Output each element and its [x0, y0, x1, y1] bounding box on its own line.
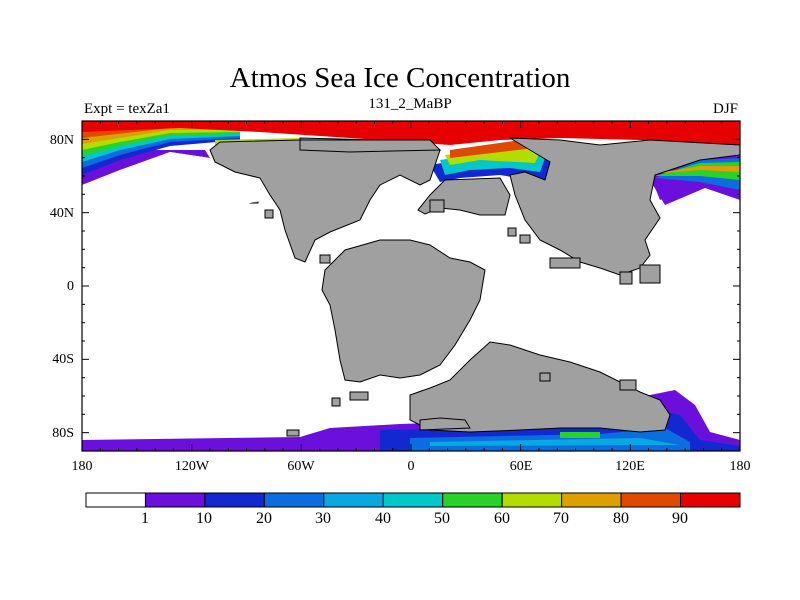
island-15	[539, 372, 551, 382]
latitude-labels: 80N 40N 0 40S 80S	[50, 133, 74, 441]
island-14	[619, 379, 637, 391]
island-10	[639, 264, 661, 284]
cb-label-10: 10	[196, 510, 212, 527]
island-13	[429, 199, 445, 213]
lat-label-40n: 40N	[50, 206, 74, 221]
plot-title: Atmos Sea Ice Concentration	[229, 62, 571, 94]
cb-label-70: 70	[553, 510, 569, 527]
lat-label-40s: 40S	[52, 352, 74, 367]
island-7	[286, 429, 300, 437]
island-3	[264, 209, 274, 219]
island-8	[549, 257, 581, 269]
cb-label-90: 90	[672, 510, 688, 527]
antarctic-peninsula	[419, 417, 471, 431]
lon-label-120w: 120W	[175, 459, 210, 474]
lon-label-60e: 60E	[510, 459, 533, 474]
lon-label-180w: 180	[72, 459, 93, 474]
north-pacific-ocean	[82, 152, 265, 210]
lon-label-120e: 120E	[615, 459, 645, 474]
cb-label-50: 50	[434, 510, 450, 527]
africa-landmass	[321, 239, 486, 383]
landmasses	[209, 137, 740, 437]
greenland-arctic-landmass	[299, 139, 442, 153]
experiment-label: Expt = texZa1	[84, 101, 170, 117]
colorbar-box	[501, 492, 563, 508]
season-label: DJF	[712, 101, 738, 117]
lon-label-180e: 180	[730, 459, 751, 474]
colorbar-box	[204, 492, 265, 508]
northern-sea-ice-east	[215, 138, 740, 205]
lat-label-80n: 80N	[50, 133, 74, 148]
colorbar-box	[263, 492, 325, 508]
cb-label-40: 40	[375, 510, 391, 527]
cb-label-80: 80	[613, 510, 629, 527]
lat-label-0: 0	[67, 279, 74, 294]
colorbar-box	[620, 492, 682, 508]
colorbar-box	[561, 492, 622, 508]
colorbar-box	[382, 492, 444, 508]
colorbar-box	[323, 492, 384, 508]
island-12	[507, 227, 517, 237]
axis-ticks	[81, 120, 741, 452]
longitude-labels: 180 120W 60W 0 60E 120E 180	[72, 459, 751, 474]
island-4	[319, 254, 331, 264]
colorbar-box	[680, 492, 741, 508]
lon-label-0: 0	[408, 459, 415, 474]
island-9	[619, 271, 633, 285]
antarctica-south-landmass	[409, 341, 671, 433]
colorbar-labels: 1 10 20 30 40 50 60 70 80 90	[141, 510, 688, 527]
cb-label-1: 1	[141, 510, 149, 527]
cb-label-30: 30	[315, 510, 331, 527]
colorbar-box	[144, 492, 206, 508]
cb-label-60: 60	[494, 510, 510, 527]
map-panel	[82, 121, 740, 451]
colorbar-box	[85, 492, 146, 508]
lon-label-60w: 60W	[287, 459, 315, 474]
arctic-ice-cap	[82, 121, 740, 150]
colorbar	[85, 492, 741, 508]
cb-label-20: 20	[256, 510, 272, 527]
island-11	[519, 234, 531, 244]
island-5	[349, 391, 369, 401]
colorbar-box	[442, 492, 503, 508]
lat-label-80s: 80S	[52, 426, 74, 441]
island-6	[331, 397, 341, 407]
period-label: 131_2_MaBP	[368, 96, 452, 112]
